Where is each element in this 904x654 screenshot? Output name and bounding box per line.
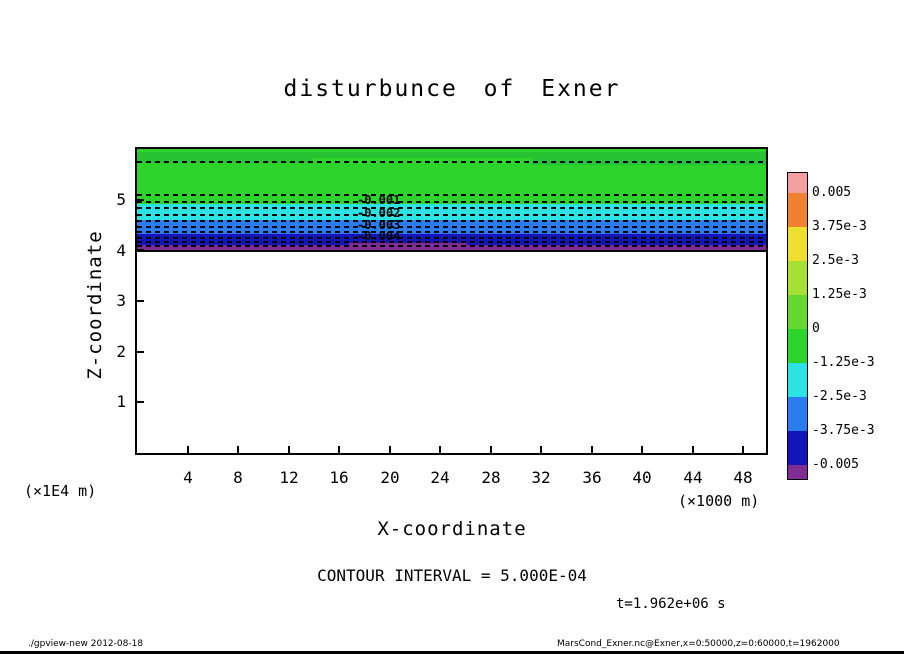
x-tick-label: 40	[632, 468, 652, 487]
x-tick-label: 20	[380, 468, 400, 487]
contour-line	[137, 220, 766, 222]
colorbar-segment-cyan	[788, 363, 807, 397]
y-tick-mark	[137, 401, 144, 403]
x-tick-mark	[591, 446, 593, 453]
x-tick-mark	[490, 446, 492, 453]
y-tick-label: 2	[116, 342, 126, 361]
x-tick-label: 4	[183, 468, 193, 487]
colorbar-segment-yellowgreen	[788, 261, 807, 295]
fill-shade-green-left	[137, 158, 312, 163]
contour-label: -0.003	[357, 218, 401, 232]
fill-shade-green-strip	[137, 152, 766, 158]
x-tick-label: 16	[329, 468, 349, 487]
surface-boundary-line	[137, 250, 766, 252]
contour-label: -0.002	[357, 206, 401, 220]
x-tick-mark	[742, 446, 744, 453]
time-annotation: t=1.962e+06 s	[616, 596, 726, 612]
colorbar-tick-label: -3.75e-3	[812, 423, 875, 438]
x-tick-mark	[389, 446, 391, 453]
x-tick-label: 12	[279, 468, 299, 487]
contour-line	[137, 231, 766, 233]
colorbar-tick-label: 0	[812, 321, 820, 336]
colorbar-segment-blue	[788, 397, 807, 431]
contour-label: -0.001	[357, 193, 401, 207]
x-tick-mark	[439, 446, 441, 453]
y-tick-mark	[137, 300, 144, 302]
y-tick-mark	[137, 351, 144, 353]
y-tick-label: 3	[116, 291, 126, 310]
colorbar-segment-purple	[788, 465, 807, 479]
contour-line	[137, 214, 766, 216]
x-tick-label: 8	[233, 468, 243, 487]
x-tick-label: 36	[582, 468, 602, 487]
contour-line	[137, 207, 766, 209]
colorbar-tick-label: -1.25e-3	[812, 355, 875, 370]
x-tick-label: 28	[481, 468, 501, 487]
colorbar-segment-yellow	[788, 227, 807, 261]
contour-line	[137, 201, 766, 203]
y-tick-label: 4	[116, 241, 126, 260]
colorbar	[787, 172, 808, 480]
x-tick-mark	[288, 446, 290, 453]
contour-line	[137, 241, 766, 243]
y-axis-label: Z-coordinate	[84, 230, 106, 380]
bottom-divider	[0, 651, 904, 654]
contour-line	[137, 226, 766, 228]
colorbar-segment-lightgreen	[788, 295, 807, 329]
x-tick-mark	[540, 446, 542, 453]
x-axis-tick-labels: 4 8 12 16 20 24 28 32 36 40 44 48	[137, 468, 766, 488]
contour-line	[137, 237, 766, 239]
y-tick-label: 5	[116, 190, 126, 209]
fill-band-navy	[137, 234, 766, 245]
y-tick-mark	[137, 249, 144, 251]
x-tick-label: 32	[531, 468, 551, 487]
colorbar-tick-label: 0.005	[812, 185, 852, 200]
plot-area: -0.001 -0.002 -0.003 -0.004	[135, 147, 768, 455]
footer-program-date: ./gpview-new 2012-08-18	[28, 639, 144, 649]
contour-line	[137, 245, 766, 247]
x-axis-unit: (×1000 m)	[678, 492, 760, 510]
fill-band-purple	[137, 245, 766, 250]
contour-line	[137, 194, 766, 196]
contour-label: -0.004	[357, 229, 401, 243]
x-tick-mark	[692, 446, 694, 453]
contour-interval-note: CONTOUR INTERVAL = 5.000E-04	[317, 566, 587, 585]
footer-dataset-info: MarsCond_Exner.nc@Exner,x=0:50000,z=0:60…	[557, 639, 840, 649]
colorbar-tick-label: -2.5e-3	[812, 389, 867, 404]
x-tick-label: 48	[733, 468, 753, 487]
colorbar-segment-orange	[788, 193, 807, 227]
colorbar-segment-green	[788, 329, 807, 363]
plot-title: disturbunce of Exner	[283, 76, 621, 102]
x-tick-mark	[338, 446, 340, 453]
colorbar-tick-label: 3.75e-3	[812, 219, 867, 234]
colorbar-tick-label: 1.25e-3	[812, 287, 867, 302]
y-tick-mark	[137, 199, 144, 201]
y-axis-tick-labels: 5 4 3 2 1	[98, 149, 126, 453]
y-tick-label: 1	[116, 392, 126, 411]
contour-line	[137, 161, 766, 163]
x-tick-mark	[187, 446, 189, 453]
y-axis-unit: (×1E4 m)	[24, 482, 97, 500]
colorbar-tick-label: 2.5e-3	[812, 253, 859, 268]
x-tick-mark	[641, 446, 643, 453]
colorbar-segment-navy	[788, 431, 807, 465]
colorbar-segment-pink	[788, 173, 807, 193]
x-tick-label: 24	[430, 468, 450, 487]
x-tick-mark	[237, 446, 239, 453]
x-tick-label: 44	[683, 468, 703, 487]
x-axis-label: X-coordinate	[377, 518, 527, 540]
colorbar-tick-label: -0.005	[812, 457, 859, 472]
